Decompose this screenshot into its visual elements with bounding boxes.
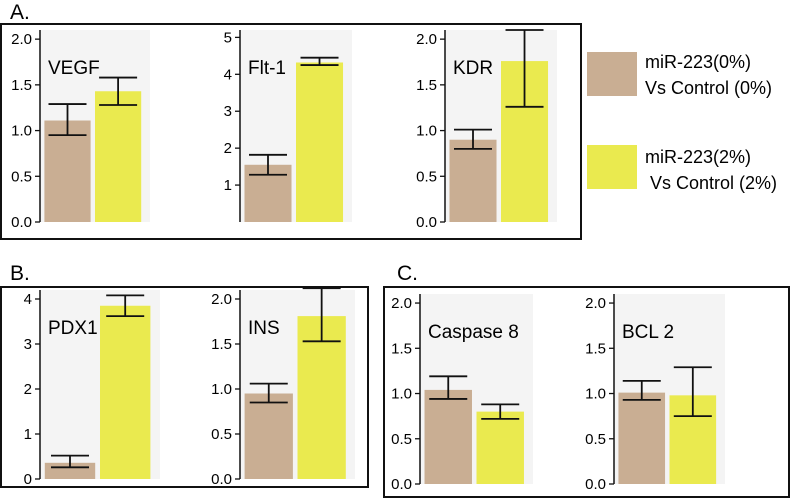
y-tick-label: 0.0 [585,476,606,493]
y-tick-label: 0.0 [416,214,437,231]
y-tick-label: 0 [24,471,32,488]
y-tick-label: 1.0 [391,386,412,403]
panel-c-label: C. [397,262,418,285]
legend-swatch-1 [587,145,637,189]
y-tick-label: 0.5 [416,168,437,185]
y-tick-label: 1.5 [211,336,232,353]
y-tick-label: 0.5 [11,168,32,185]
chart-title: Caspase 8 [428,322,519,343]
y-tick-label: 5 [224,29,232,46]
y-tick-label: 4 [24,291,32,308]
y-tick-label: 1.5 [585,340,606,357]
panel-b-label: B. [10,262,30,285]
chart-title: Flt-1 [248,58,286,79]
y-tick-label: 0.5 [585,431,606,448]
y-tick-label: 2.0 [11,31,32,48]
legend-label-0-line-2: Vs Control (0%) [645,78,772,98]
bar-series-0 [449,139,497,222]
y-tick-label: 2.0 [391,295,412,312]
bar-series-1 [95,91,142,222]
y-tick-label: 1.5 [11,77,32,94]
y-tick-label: 0.5 [211,426,232,443]
bar-series-1 [476,411,524,484]
y-tick-label: 4 [224,66,232,83]
y-tick-label: 0.0 [211,471,232,488]
y-tick-label: 2 [224,140,232,157]
chart-5: 0.0 0.5 1.0 1.5 2.0 Caspase 8 [391,294,533,493]
y-tick-label: 2 [24,381,32,398]
legend-swatch-0 [587,52,637,96]
charts-layer: 0.0 0.5 1.0 1.5 2.0 VEGF 1 2 3 4 5 Flt-1 0.0 0.5 1.0 1.… [11,29,725,493]
chart-title: KDR [453,58,493,79]
panel-b-frame [0,286,369,488]
y-tick-label: 2.0 [416,31,437,48]
y-tick-label: 1.0 [585,386,606,403]
chart-title: BCL 2 [622,322,674,343]
y-tick-label: 0.0 [11,214,32,231]
chart-0: 0.0 0.5 1.0 1.5 2.0 VEGF [11,30,150,231]
panel-a-label: A. [10,1,30,24]
chart-2: 0.0 0.5 1.0 1.5 2.0 KDR [416,29,557,231]
chart-3: 0 1 2 3 4 PDX1 [24,290,160,488]
bar-series-0 [44,120,91,222]
bar-series-0 [618,392,666,484]
bar-series-1 [296,62,344,222]
panel-c-frame [383,286,790,498]
y-tick-label: 1.5 [391,340,412,357]
y-tick-label: 0.5 [391,431,412,448]
y-tick-label: 0.0 [391,476,412,493]
y-tick-label: 1.5 [416,77,437,94]
chart-4: 0.0 0.5 1.0 1.5 2.0 INS [211,287,355,488]
legend-label-1-line-2: Vs Control (2%) [650,173,777,193]
y-tick-label: 1 [224,177,232,194]
y-tick-label: 1.0 [211,381,232,398]
bar-series-1 [100,305,151,479]
chart-1: 1 2 3 4 5 Flt-1 [224,29,352,222]
legend-label-0-line-1: miR-223(0%) [645,52,751,72]
y-tick-label: 3 [224,103,232,120]
chart-6: 0.0 0.5 1.0 1.5 2.0 BCL 2 [585,294,725,493]
bar-series-0 [424,389,472,484]
panel-a-frame [0,23,582,240]
chart-title: VEGF [48,58,100,79]
y-tick-label: 1 [24,426,32,443]
y-tick-label: 2.0 [585,295,606,312]
y-tick-label: 2.0 [211,291,232,308]
chart-title: INS [248,318,280,339]
y-tick-label: 1.0 [11,123,32,140]
chart-title: PDX1 [48,318,98,339]
bar-series-1 [297,316,346,479]
legend-label-1-line-1: miR-223(2%) [645,147,751,167]
bar-series-0 [244,393,293,479]
y-tick-label: 3 [24,336,32,353]
y-tick-label: 1.0 [416,123,437,140]
